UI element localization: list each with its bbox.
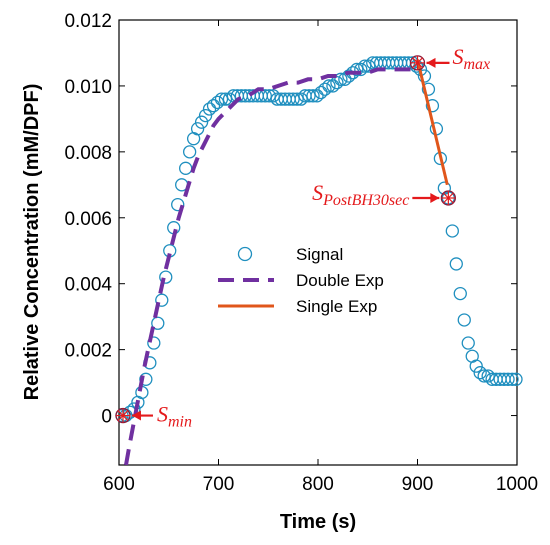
signal-point <box>354 62 368 77</box>
signal-point <box>139 372 153 386</box>
y-tick-label: 0.010 <box>64 77 112 98</box>
signal-point <box>202 102 217 116</box>
signal-point <box>421 82 436 96</box>
double-exp-line <box>124 67 418 465</box>
signal-point <box>330 75 344 90</box>
signal-point <box>194 115 209 129</box>
annotation-main: S <box>312 180 323 205</box>
x-axis-ticks: 600 700 800 900 1000 <box>103 20 538 495</box>
signal-point <box>481 369 495 383</box>
y-axis-ticks: 0 0.002 0.004 0.006 0.008 0.010 0.012 <box>64 11 517 428</box>
legend-label: Single Exp <box>296 297 377 316</box>
annotation-label-spost: SPostBH30sec <box>312 180 409 209</box>
point-marker <box>440 190 456 206</box>
signal-point <box>318 82 332 96</box>
annotation-subscript: min <box>168 414 192 431</box>
signal-point <box>179 161 193 175</box>
legend: Signal Double Exp Single Exp <box>218 245 384 316</box>
y-tick-label: 0.006 <box>64 209 112 230</box>
signal-point <box>469 359 483 373</box>
x-tick-label: 1000 <box>496 474 538 495</box>
signal-point <box>322 79 336 93</box>
signal-point <box>445 224 459 238</box>
x-tick-label: 900 <box>402 474 434 495</box>
legend-signal-marker <box>237 246 253 262</box>
signal-point <box>151 316 165 330</box>
legend-label: Signal <box>296 245 343 264</box>
signal-point <box>453 286 467 301</box>
signal-point <box>334 72 348 86</box>
signal-point <box>214 92 229 106</box>
x-tick-label: 600 <box>103 474 135 495</box>
series-layer <box>115 56 523 465</box>
x-tick-label: 800 <box>302 474 334 495</box>
point-marker <box>115 407 131 424</box>
point-marker <box>409 55 426 71</box>
signal-point <box>159 270 173 284</box>
signal-point <box>171 197 185 212</box>
signal-point <box>362 59 376 73</box>
signal-point <box>314 85 328 100</box>
signal-point <box>286 92 300 106</box>
signal-point <box>302 89 316 103</box>
signal-point <box>457 313 471 327</box>
signal-point <box>449 257 463 271</box>
y-tick-label: 0.002 <box>64 341 112 362</box>
annotation-main: S <box>453 44 464 69</box>
signal-point <box>206 99 221 113</box>
annotation-arrow-head <box>426 57 436 68</box>
signal-point <box>147 336 161 350</box>
signal-point <box>350 62 364 77</box>
legend-label: Double Exp <box>296 271 384 290</box>
signal-point <box>358 59 372 73</box>
signal-point <box>417 69 432 83</box>
signal-point <box>326 79 340 93</box>
y-axis-title: Relative Concentration (mM/DPF) <box>21 84 43 401</box>
signal-point <box>198 108 213 123</box>
signal-point <box>190 122 205 136</box>
signal-series <box>115 56 523 423</box>
signal-point <box>509 372 523 386</box>
y-tick-label: 0.008 <box>64 143 112 164</box>
x-axis-title: Time (s) <box>280 511 356 533</box>
annotation-subscript: PostBH30sec <box>322 192 409 209</box>
annotation-label-smax: Smax <box>453 44 491 73</box>
annotation-arrow-head <box>430 193 440 203</box>
signal-point <box>501 372 515 386</box>
annotation-subscript: max <box>464 56 491 73</box>
y-tick-label: 0 <box>101 407 112 428</box>
signal-point <box>182 145 197 159</box>
signal-point <box>210 95 225 110</box>
signal-point <box>473 366 487 380</box>
signal-point <box>461 336 475 350</box>
annotation-main: S <box>157 402 168 427</box>
signal-point <box>505 372 519 386</box>
signal-point <box>266 89 280 103</box>
x-tick-label: 700 <box>203 474 235 495</box>
annotation-arrow-head <box>131 410 141 421</box>
signal-point <box>218 92 233 106</box>
signal-point <box>258 89 272 103</box>
signal-point <box>306 89 320 103</box>
signal-point <box>310 89 324 103</box>
y-tick-label: 0.012 <box>64 11 112 32</box>
signal-point <box>338 72 352 86</box>
signal-point <box>425 99 440 113</box>
signal-point <box>342 69 356 83</box>
signal-point <box>294 92 308 106</box>
signal-point <box>262 89 276 103</box>
signal-point <box>155 293 169 307</box>
signal-point <box>222 92 237 106</box>
signal-point <box>477 369 491 383</box>
signal-point <box>290 92 304 106</box>
single-exp-line <box>416 59 449 186</box>
y-tick-label: 0.004 <box>64 275 112 296</box>
annotation-label-smin: Smin <box>157 402 192 431</box>
